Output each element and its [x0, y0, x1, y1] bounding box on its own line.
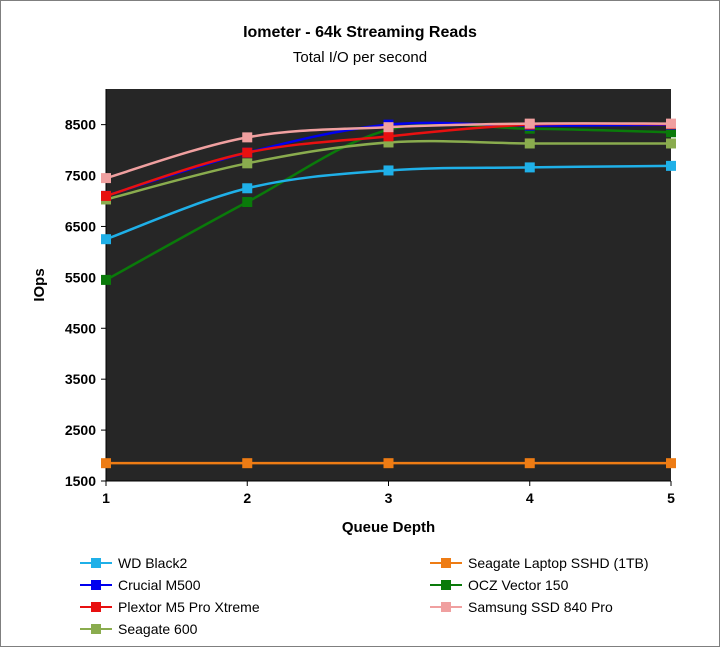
y-tick-label: 8500 — [65, 117, 96, 133]
series-seagate-laptop-sshd-1tb — [101, 458, 676, 469]
y-tick-label: 6500 — [65, 218, 96, 234]
data-point — [666, 127, 676, 138]
legend-label: Samsung SSD 840 Pro — [468, 599, 613, 615]
legend-swatch — [80, 601, 112, 613]
x-tick-label: 2 — [243, 490, 251, 506]
legend-label: WD Black2 — [118, 555, 188, 571]
legend-label: Crucial M500 — [118, 577, 201, 593]
data-point — [383, 137, 394, 148]
legend-item: WD Black2 — [80, 553, 187, 573]
data-point — [666, 138, 676, 149]
x-tick-label: 4 — [526, 490, 534, 506]
legend-item: OCZ Vector 150 — [430, 575, 568, 595]
y-axis-label: IOps — [31, 268, 48, 301]
chart-legend: WD Black2 Seagate Laptop SSHD (1TB) Crucia… — [80, 553, 700, 643]
plot-area — [106, 89, 671, 481]
chart-title: Iometer - 64k Streaming Reads — [243, 24, 477, 41]
data-point — [524, 458, 535, 469]
legend-swatch — [430, 601, 462, 613]
legend-item: Samsung SSD 840 Pro — [430, 597, 613, 617]
data-point — [101, 458, 111, 469]
data-point — [242, 183, 253, 194]
chart-subtitle: Total I/O per second — [292, 49, 428, 66]
data-point — [524, 162, 535, 173]
y-tick-label: 7500 — [65, 168, 96, 184]
legend-item: Seagate Laptop SSHD (1TB) — [430, 553, 649, 573]
data-point — [666, 160, 676, 171]
legend-marker — [91, 558, 101, 568]
data-point — [242, 147, 253, 158]
data-point — [101, 190, 111, 201]
legend-item: Plextor M5 Pro Xtreme — [80, 597, 260, 617]
legend-swatch — [430, 579, 462, 591]
x-tick-label: 1 — [102, 490, 110, 506]
y-tick-label: 4500 — [65, 320, 96, 336]
legend-marker — [91, 580, 101, 590]
data-point — [242, 197, 253, 208]
data-point — [666, 458, 676, 469]
y-tick-label: 1500 — [65, 473, 96, 489]
legend-marker — [91, 624, 101, 634]
x-tick-label: 5 — [667, 490, 675, 506]
legend-marker — [441, 580, 451, 590]
data-point — [101, 173, 111, 184]
legend-swatch — [80, 579, 112, 591]
data-point — [524, 118, 535, 129]
data-point — [383, 122, 394, 133]
data-point — [383, 165, 394, 176]
data-point — [524, 138, 535, 149]
y-tick-label: 5500 — [65, 269, 96, 285]
legend-label: Seagate Laptop SSHD (1TB) — [468, 555, 649, 571]
data-point — [242, 132, 253, 143]
series-wd-black2 — [101, 160, 676, 245]
x-axis-label: Queue Depth — [342, 519, 435, 536]
y-tick-label: 2500 — [65, 422, 96, 438]
legend-marker — [91, 602, 101, 612]
legend-label: Seagate 600 — [118, 621, 198, 637]
legend-label: OCZ Vector 150 — [468, 577, 569, 593]
legend-label: Plextor M5 Pro Xtreme — [118, 599, 260, 615]
legend-item: Crucial M500 — [80, 575, 200, 595]
data-point — [101, 274, 111, 285]
legend-marker — [441, 558, 451, 568]
x-tick-label: 3 — [385, 490, 393, 506]
y-tick-label: 3500 — [65, 371, 96, 387]
data-point — [101, 234, 111, 245]
legend-marker — [441, 602, 451, 612]
legend-swatch — [430, 557, 462, 569]
data-point — [666, 118, 676, 129]
series-samsung-ssd-840-pro — [101, 118, 676, 184]
data-point — [383, 131, 394, 142]
data-point — [383, 458, 394, 469]
data-point — [242, 458, 253, 469]
data-point — [242, 158, 253, 169]
legend-item: Seagate 600 — [80, 619, 197, 639]
legend-swatch — [80, 623, 112, 635]
legend-swatch — [80, 557, 112, 569]
